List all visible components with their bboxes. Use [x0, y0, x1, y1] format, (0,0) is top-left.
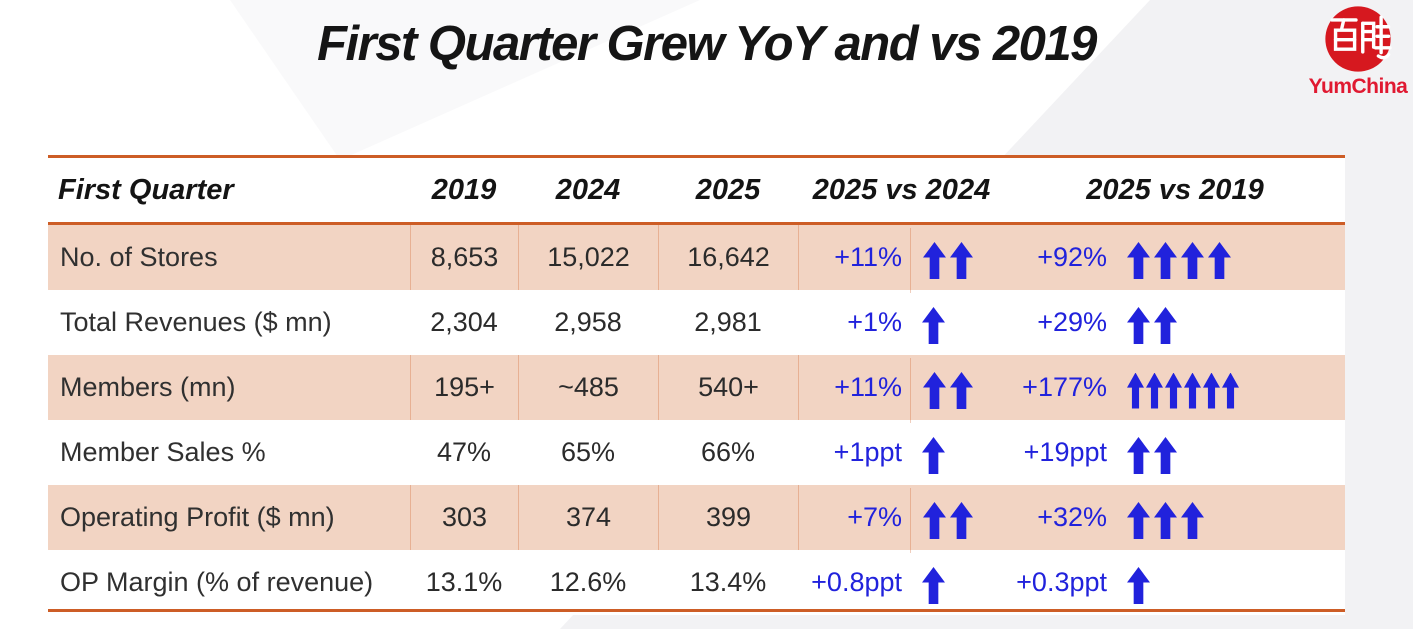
cell-vs2024-change: +0.8ppt [811, 567, 902, 597]
table-row: Members (mn) 195+ ~485 540+ +11% +177% [48, 355, 1345, 423]
up-arrow-icon [922, 437, 945, 474]
up-arrow-icon [1184, 372, 1201, 409]
table-row: No. of Stores 8,653 15,022 16,642 +11% +92% [48, 225, 1345, 293]
cell-vs2019-arrows [1115, 423, 1345, 488]
up-arrow-icon [1222, 372, 1239, 409]
cell-2019: 2,304 [430, 307, 498, 337]
cell-2024: 65% [560, 437, 616, 467]
header-first-quarter: First Quarter [58, 173, 234, 206]
cell-vs2024-arrows [910, 358, 1005, 423]
up-arrow-icon [1154, 437, 1177, 474]
up-arrow-icon [1127, 242, 1150, 279]
up-arrow-icon [1165, 372, 1182, 409]
table-body: No. of Stores 8,653 15,022 16,642 +11% +92% To… [48, 225, 1345, 615]
up-arrow-icon [923, 372, 946, 409]
cell-vs2019-arrows [1115, 228, 1345, 293]
table-row: Operating Profit ($ mn) 303 374 399 +7% +32% [48, 485, 1345, 553]
up-arrow-icon [1154, 502, 1177, 539]
up-arrow-icon [922, 567, 945, 604]
up-arrow-icon [1146, 372, 1163, 409]
header-2025-vs-2019: 2025 vs 2019 [1086, 173, 1264, 206]
up-arrow-icon [922, 307, 945, 344]
header-2025-vs-2024: 2025 vs 2024 [812, 173, 991, 206]
cell-vs2024-arrows [910, 293, 1005, 358]
cell-2019: 195+ [410, 355, 518, 420]
cell-2025: 540+ [658, 355, 798, 420]
up-arrow-icon [1127, 437, 1150, 474]
row-label: Member Sales % [60, 437, 266, 467]
cell-2024: 2,958 [554, 307, 622, 337]
up-arrow-icon [1127, 307, 1150, 344]
cell-vs2024-arrows [910, 423, 1005, 488]
up-arrow-icon [1127, 567, 1150, 604]
cell-vs2019-change: +19ppt [1023, 437, 1107, 467]
cell-2025: 66% [700, 437, 756, 467]
cell-2024: ~485 [518, 355, 658, 420]
cell-vs2019-arrows [1115, 488, 1345, 553]
cell-vs2019-change: +177% [1022, 372, 1107, 402]
row-label: OP Margin (% of revenue) [60, 567, 374, 597]
cell-vs2024-arrows [910, 488, 1005, 553]
cell-vs2024-change: +7% [798, 485, 910, 550]
up-arrow-icon [1127, 502, 1150, 539]
cell-2019: 47% [436, 437, 492, 467]
cell-vs2024-change: +11% [798, 225, 910, 290]
cell-2025: 16,642 [658, 225, 798, 290]
cell-vs2024-change: +11% [798, 355, 910, 420]
up-arrow-icon [1181, 502, 1204, 539]
up-arrow-icon [1203, 372, 1220, 409]
cell-vs2024-arrows [910, 553, 1005, 618]
slide-title: First Quarter Grew YoY and vs 2019 [317, 17, 1097, 71]
cell-vs2019-change: +0.3ppt [1016, 567, 1107, 597]
cell-2024: 374 [518, 485, 658, 550]
row-label: No. of Stores [60, 242, 218, 272]
yumchina-seal-icon [1325, 6, 1392, 72]
up-arrow-icon [1208, 242, 1231, 279]
cell-2019: 13.1% [425, 567, 503, 597]
cell-2025: 13.4% [689, 567, 767, 597]
row-label: Operating Profit ($ mn) [60, 502, 335, 532]
cell-2025: 399 [658, 485, 798, 550]
row-label: Members (mn) [60, 372, 236, 402]
brand-wordmark: YumChina [1308, 75, 1408, 98]
header-2025: 2025 [695, 173, 761, 206]
up-arrow-icon [950, 502, 973, 539]
table-header-row: First Quarter 2019 2024 2025 2025 vs 202… [48, 155, 1345, 225]
up-arrow-icon [923, 502, 946, 539]
table-row: Member Sales % 47% 65% 66% +1ppt +19ppt [48, 420, 1345, 485]
cell-2024: 15,022 [518, 225, 658, 290]
up-arrow-icon [950, 372, 973, 409]
cell-vs2019-change: +92% [1037, 242, 1107, 272]
cell-vs2024-change: +1ppt [833, 437, 902, 467]
cell-vs2024-change: +1% [847, 307, 902, 337]
up-arrow-icon [1127, 372, 1144, 409]
table-row: Total Revenues ($ mn) 2,304 2,958 2,981 +1% +… [48, 290, 1345, 355]
up-arrow-icon [950, 242, 973, 279]
row-label: Total Revenues ($ mn) [60, 307, 332, 337]
cell-2019: 8,653 [410, 225, 518, 290]
yumchina-logo: YumChina [1303, 5, 1413, 99]
cell-vs2019-arrows [1115, 293, 1345, 358]
header-2019: 2019 [431, 173, 497, 206]
results-table: First Quarter 2019 2024 2025 2025 vs 202… [48, 155, 1345, 615]
cell-vs2019-change: +29% [1037, 307, 1107, 337]
table-row: OP Margin (% of revenue) 13.1% 12.6% 13.4% +… [48, 550, 1345, 615]
header-2024: 2024 [555, 173, 621, 206]
cell-2024: 12.6% [549, 567, 627, 597]
cell-2019: 303 [410, 485, 518, 550]
cell-2025: 2,981 [694, 307, 762, 337]
cell-vs2019-arrows [1115, 358, 1345, 423]
up-arrow-icon [1154, 242, 1177, 279]
up-arrow-icon [1181, 242, 1204, 279]
up-arrow-icon [1154, 307, 1177, 344]
cell-vs2019-change: +32% [1037, 502, 1107, 532]
bottom-divider [48, 609, 1345, 612]
cell-vs2019-arrows [1115, 553, 1345, 618]
cell-vs2024-arrows [910, 228, 1005, 293]
up-arrow-icon [923, 242, 946, 279]
